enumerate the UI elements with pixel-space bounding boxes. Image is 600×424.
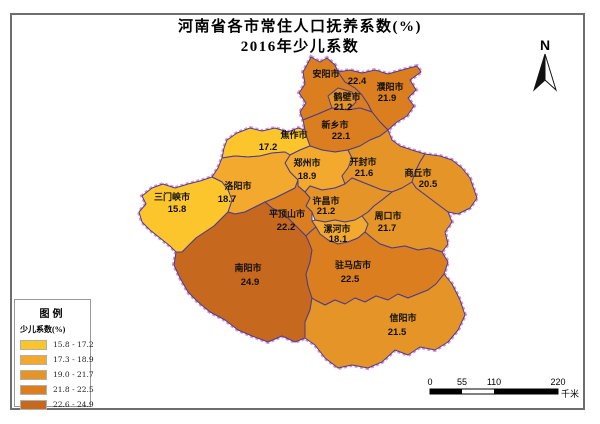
city-name-anyang: 安阳市 bbox=[312, 68, 339, 79]
north-arrow-label: N bbox=[540, 37, 550, 53]
city-value-puyang: 21.9 bbox=[378, 93, 397, 104]
city-value-xuchang: 21.2 bbox=[317, 206, 336, 217]
legend-range-label-3: 21.8 - 22.5 bbox=[53, 385, 94, 394]
legend-subtitle: 少儿系数(%) bbox=[20, 325, 66, 334]
north-arrow-left-half bbox=[532, 53, 546, 92]
legend-swatch-0 bbox=[20, 339, 47, 350]
city-name-luoyang: 洛阳市 bbox=[224, 180, 251, 191]
city-value-zhumadian: 22.5 bbox=[341, 274, 360, 285]
city-name-kaifeng: 开封市 bbox=[349, 156, 376, 167]
city-name-puyang: 濮阳市 bbox=[375, 81, 403, 92]
scale-segment-black-2 bbox=[494, 389, 558, 394]
north-arrow: N bbox=[532, 37, 558, 92]
legend-swatch-4 bbox=[20, 399, 47, 410]
city-value-luoyang: 18.7 bbox=[218, 194, 237, 205]
legend-range-label-1: 17.3 - 18.9 bbox=[53, 355, 94, 364]
city-name-jiaozuo: 焦作市 bbox=[279, 129, 307, 140]
legend-row-1: 17.3 - 18.9 bbox=[20, 352, 94, 367]
city-name-sanmenxia: 三门峡市 bbox=[154, 191, 190, 202]
legend-row-3: 21.8 - 22.5 bbox=[20, 382, 94, 397]
city-value-shangqiu: 20.5 bbox=[419, 179, 438, 190]
city-name-zhumadian: 驻马店市 bbox=[335, 259, 371, 270]
city-name-nanyang: 南阳市 bbox=[234, 262, 261, 273]
legend-swatch-2 bbox=[20, 369, 47, 380]
legend-range-label-2: 19.0 - 21.7 bbox=[53, 370, 94, 379]
city-value-zhoukou: 21.7 bbox=[378, 223, 397, 234]
city-labels: 安阳市22.4鹤壁市21.2濮阳市21.9新乡市22.1焦作市17.2郑州市18… bbox=[154, 68, 438, 338]
city-value-hebi: 21.2 bbox=[334, 102, 353, 113]
scale-segment-white bbox=[462, 389, 494, 394]
north-arrow-right-half bbox=[544, 53, 558, 92]
city-value-anyang: 22.4 bbox=[348, 76, 367, 87]
city-name-hebi: 鹤壁市 bbox=[333, 91, 360, 102]
map-title-line2: 2016年少儿系数 bbox=[240, 39, 360, 55]
city-name-zhoukou: 周口市 bbox=[374, 210, 401, 221]
city-value-jiaozuo: 17.2 bbox=[259, 142, 278, 153]
legend-swatch-1 bbox=[20, 354, 47, 365]
legend-range-label-0: 15.8 - 17.2 bbox=[53, 340, 94, 349]
legend-swatch-3 bbox=[20, 384, 47, 395]
city-value-sanmenxia: 15.8 bbox=[168, 204, 187, 215]
scale-bar-border bbox=[429, 388, 559, 395]
scale-tick-110: 110 bbox=[487, 377, 501, 387]
city-name-pingdingshan: 平顶山市 bbox=[269, 208, 305, 219]
scale-tick-55: 55 bbox=[457, 377, 467, 387]
region-puyang bbox=[337, 65, 422, 131]
city-value-luohe: 18.1 bbox=[329, 234, 348, 245]
city-value-xinyang: 21.5 bbox=[388, 327, 407, 338]
city-value-nanyang: 24.9 bbox=[241, 277, 260, 288]
legend-row-4: 22.6 - 24.9 bbox=[20, 397, 94, 412]
scale-tick-220: 220 bbox=[550, 377, 565, 387]
city-name-zhengzhou: 郑州市 bbox=[293, 157, 320, 168]
city-name-luohe: 漯河市 bbox=[323, 223, 350, 234]
scale-unit-label: 千米 bbox=[561, 388, 579, 399]
city-name-shangqiu: 商丘市 bbox=[404, 167, 431, 178]
scale-segment-black-1 bbox=[430, 389, 462, 394]
legend-rows: 15.8 - 17.2 17.3 - 18.9 19.0 - 21.7 21.8 - … bbox=[15, 337, 94, 412]
legend-title: 图例 bbox=[39, 309, 66, 320]
city-value-kaifeng: 21.6 bbox=[355, 168, 374, 179]
city-name-xinyang: 信阳市 bbox=[389, 312, 416, 323]
city-value-xinxiang: 22.1 bbox=[332, 131, 351, 142]
map-title-line1: 河南省各市常住人口抚养系数(%) bbox=[178, 19, 422, 35]
region-xinyang bbox=[304, 273, 466, 369]
city-name-xinxiang: 新乡市 bbox=[321, 119, 348, 130]
legend-range-label-4: 22.6 - 24.9 bbox=[53, 400, 94, 409]
legend-row-0: 15.8 - 17.2 bbox=[20, 337, 94, 352]
legend-row-2: 19.0 - 21.7 bbox=[20, 367, 94, 382]
city-name-xuchang: 许昌市 bbox=[312, 195, 339, 206]
legend-box: 图例 少儿系数(%) 15.8 - 17.2 17.3 - 18.9 19.0 - … bbox=[14, 299, 94, 410]
scale-tick-0: 0 bbox=[427, 377, 432, 387]
city-value-zhengzhou: 18.9 bbox=[298, 171, 317, 182]
city-regions bbox=[138, 56, 478, 369]
city-value-pingdingshan: 22.2 bbox=[277, 222, 296, 233]
scale-bar: 千米 0 55 110 220 bbox=[427, 377, 579, 399]
